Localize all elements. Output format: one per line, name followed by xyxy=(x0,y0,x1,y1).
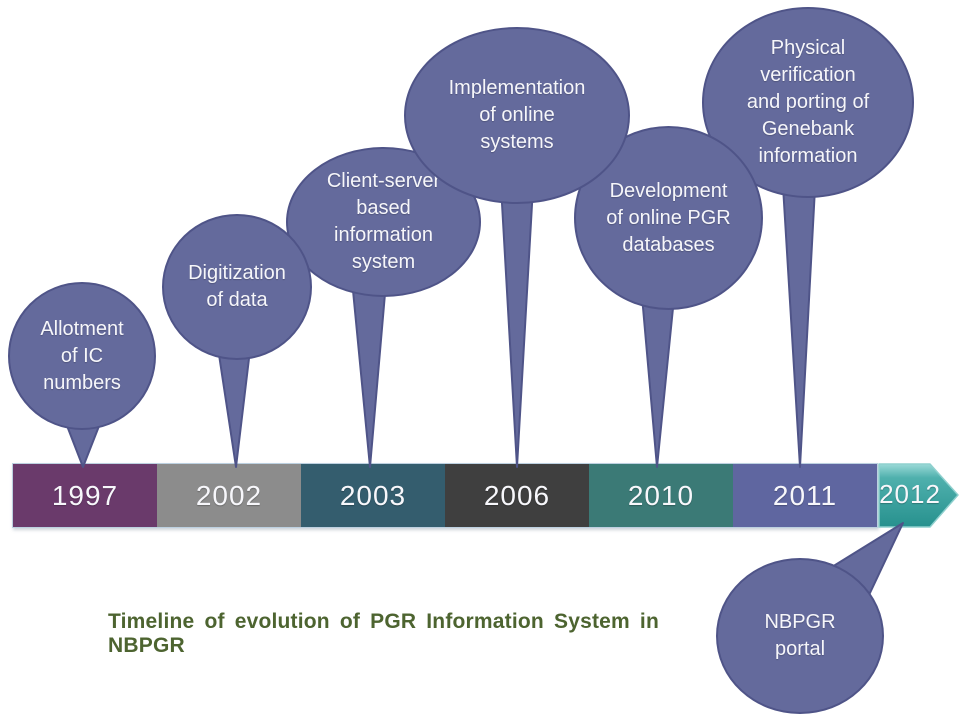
year-label-2003: 2003 xyxy=(339,479,407,511)
year-label-1997: 1997 xyxy=(51,479,119,511)
balloon-1997-ic-numbers: Allotment of IC numbers xyxy=(8,282,156,430)
year-label-2002: 2002 xyxy=(195,479,263,511)
balloon-2006-text: Implementation of online systems xyxy=(448,77,586,153)
balloon-2006-online-systems: Implementation of online systems xyxy=(404,27,630,204)
timeline-segment-2006: 2006 xyxy=(445,464,589,527)
timeline-segment-2002: 2002 xyxy=(157,464,301,527)
timeline-segment-1997: 1997 xyxy=(13,464,157,527)
timeline-bar: 1997 2002 2003 2006 2010 2011 xyxy=(12,463,878,528)
arrow-shape xyxy=(878,463,959,528)
year-label-2010: 2010 xyxy=(627,479,695,511)
balloon-2003-text: Client-server based information system xyxy=(326,170,441,273)
balloon-2010-text: Development of online PGR databases xyxy=(606,179,731,256)
timeline-arrow-2012: 2012 xyxy=(878,462,960,529)
timeline-segment-2003: 2003 xyxy=(301,464,445,527)
balloon-2012-nbpgr-portal: NBPGR portal xyxy=(716,558,884,714)
balloon-1997-text: Allotment of IC numbers xyxy=(40,317,124,394)
tail-pointer-2011 xyxy=(782,185,816,468)
year-label-2012: 2012 xyxy=(879,479,941,509)
timeline-segment-2010: 2010 xyxy=(589,464,733,527)
balloon-2011-text: Physical verification and porting of Gen… xyxy=(746,37,870,167)
year-label-2006: 2006 xyxy=(483,479,551,511)
balloon-2002-digitization: Digitization of data xyxy=(162,214,312,360)
year-label-2011: 2011 xyxy=(772,479,838,511)
timeline-segment-2011: 2011 xyxy=(733,464,877,527)
caption: Timeline of evolution of PGR Information… xyxy=(108,610,659,657)
tail-pointer-2006 xyxy=(500,185,534,468)
balloon-2002-text: Digitization of data xyxy=(188,262,286,311)
tail-pointer-2002 xyxy=(217,347,251,468)
balloon-2012-text: NBPGR portal xyxy=(764,611,836,660)
tail-pointer-2010 xyxy=(641,295,675,468)
tail-pointer-2003 xyxy=(351,279,387,468)
